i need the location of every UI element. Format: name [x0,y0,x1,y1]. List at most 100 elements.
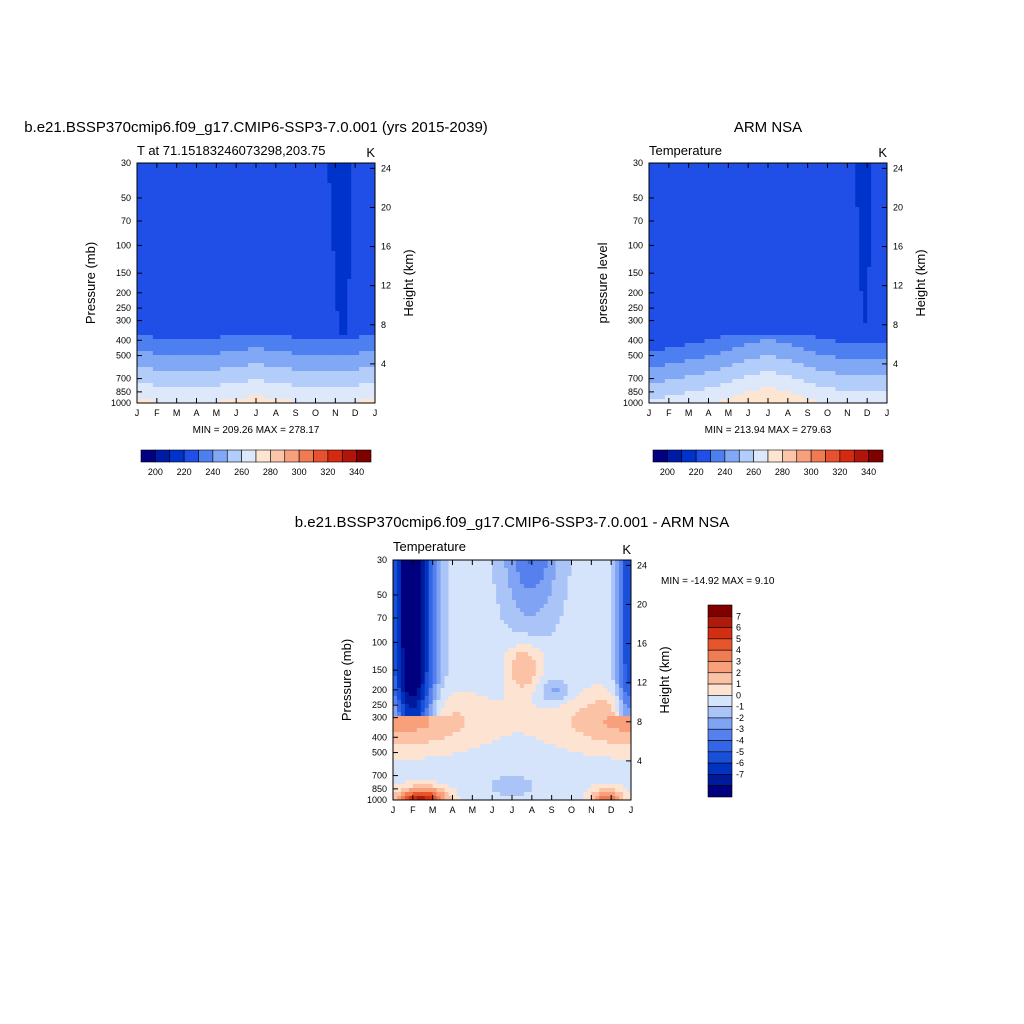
field-cell [315,259,321,264]
field-cell [724,211,729,216]
field-cell [728,275,733,280]
field-cell [212,375,217,380]
field-cell [267,339,273,344]
field-cell [708,267,714,272]
field-cell [684,303,690,308]
field-cell [148,375,154,380]
field-cell [680,183,686,188]
field-cell [196,367,202,372]
field-cell [696,399,702,403]
field-cell [200,335,206,340]
field-cell [248,195,253,200]
field-cell [720,399,725,403]
field-cell [649,315,654,320]
field-cell [371,215,375,220]
field-cell [720,327,725,332]
field-cell [668,167,674,172]
field-cell [164,335,170,340]
field-cell [192,395,198,400]
field-cell [652,367,658,372]
field-cell [148,323,154,328]
field-cell [156,391,162,396]
field-cell [267,179,273,184]
field-cell [335,211,340,216]
field-cell [680,323,686,328]
field-cell [307,251,313,256]
field-cell [283,263,289,268]
field-cell [192,247,198,252]
field-cell [347,239,352,244]
field-cell [144,303,150,308]
field-cell [319,227,325,232]
field-cell [168,303,174,308]
field-cell [712,295,718,300]
field-cell [236,231,241,236]
field-cell [676,399,682,403]
field-cell [248,387,253,392]
field-cell [656,223,662,228]
field-cell [672,351,678,356]
field-cell [287,235,293,240]
field-cell [728,327,733,332]
field-cell [144,251,150,256]
field-cell [168,351,174,356]
field-cell [331,263,336,268]
field-cell [716,335,721,340]
field-cell [137,363,142,368]
field-cell [232,351,237,356]
field-cell [664,215,670,220]
field-cell [355,323,360,328]
field-cell [271,367,277,372]
field-cell [668,215,674,220]
field-cell [200,391,206,396]
field-cell [283,243,289,248]
field-cell [371,275,375,280]
field-cell [692,247,698,252]
field-cell [164,187,170,192]
field-cell [363,243,368,248]
field-cell [228,379,233,384]
field-cell [351,243,356,248]
field-cell [172,215,178,220]
field-cell [323,315,328,320]
field-cell [327,251,332,256]
field-cell [248,283,253,288]
field-cell [311,291,317,296]
field-cell [351,291,356,296]
field-cell [180,395,186,400]
field-cell [137,335,142,340]
field-cell [712,203,718,208]
field-cell [355,211,360,216]
field-cell [696,387,702,392]
field-cell [267,219,273,224]
field-cell [684,227,690,232]
field-cell [256,283,261,288]
field-cell [351,375,356,380]
field-cell [688,391,694,396]
field-cell [359,179,364,184]
field-cell [319,167,325,172]
field-cell [244,259,249,264]
field-cell [672,387,678,392]
field-cell [196,379,202,384]
field-cell [196,347,202,352]
field-cell [267,331,273,336]
field-cell [355,283,360,288]
field-cell [720,203,725,208]
field-cell [649,239,654,244]
field-cell [668,235,674,240]
field-cell [172,247,178,252]
field-cell [184,167,190,172]
field-cell [684,163,690,168]
field-cell [228,327,233,332]
field-cell [259,359,265,364]
field-cell [275,195,281,200]
field-cell [684,291,690,296]
x-tick-label: A [273,408,279,418]
field-cell [672,363,678,368]
field-cell [220,359,225,364]
field-cell [137,283,142,288]
field-cell [140,211,146,216]
field-cell [728,231,733,236]
field-cell [708,387,714,392]
